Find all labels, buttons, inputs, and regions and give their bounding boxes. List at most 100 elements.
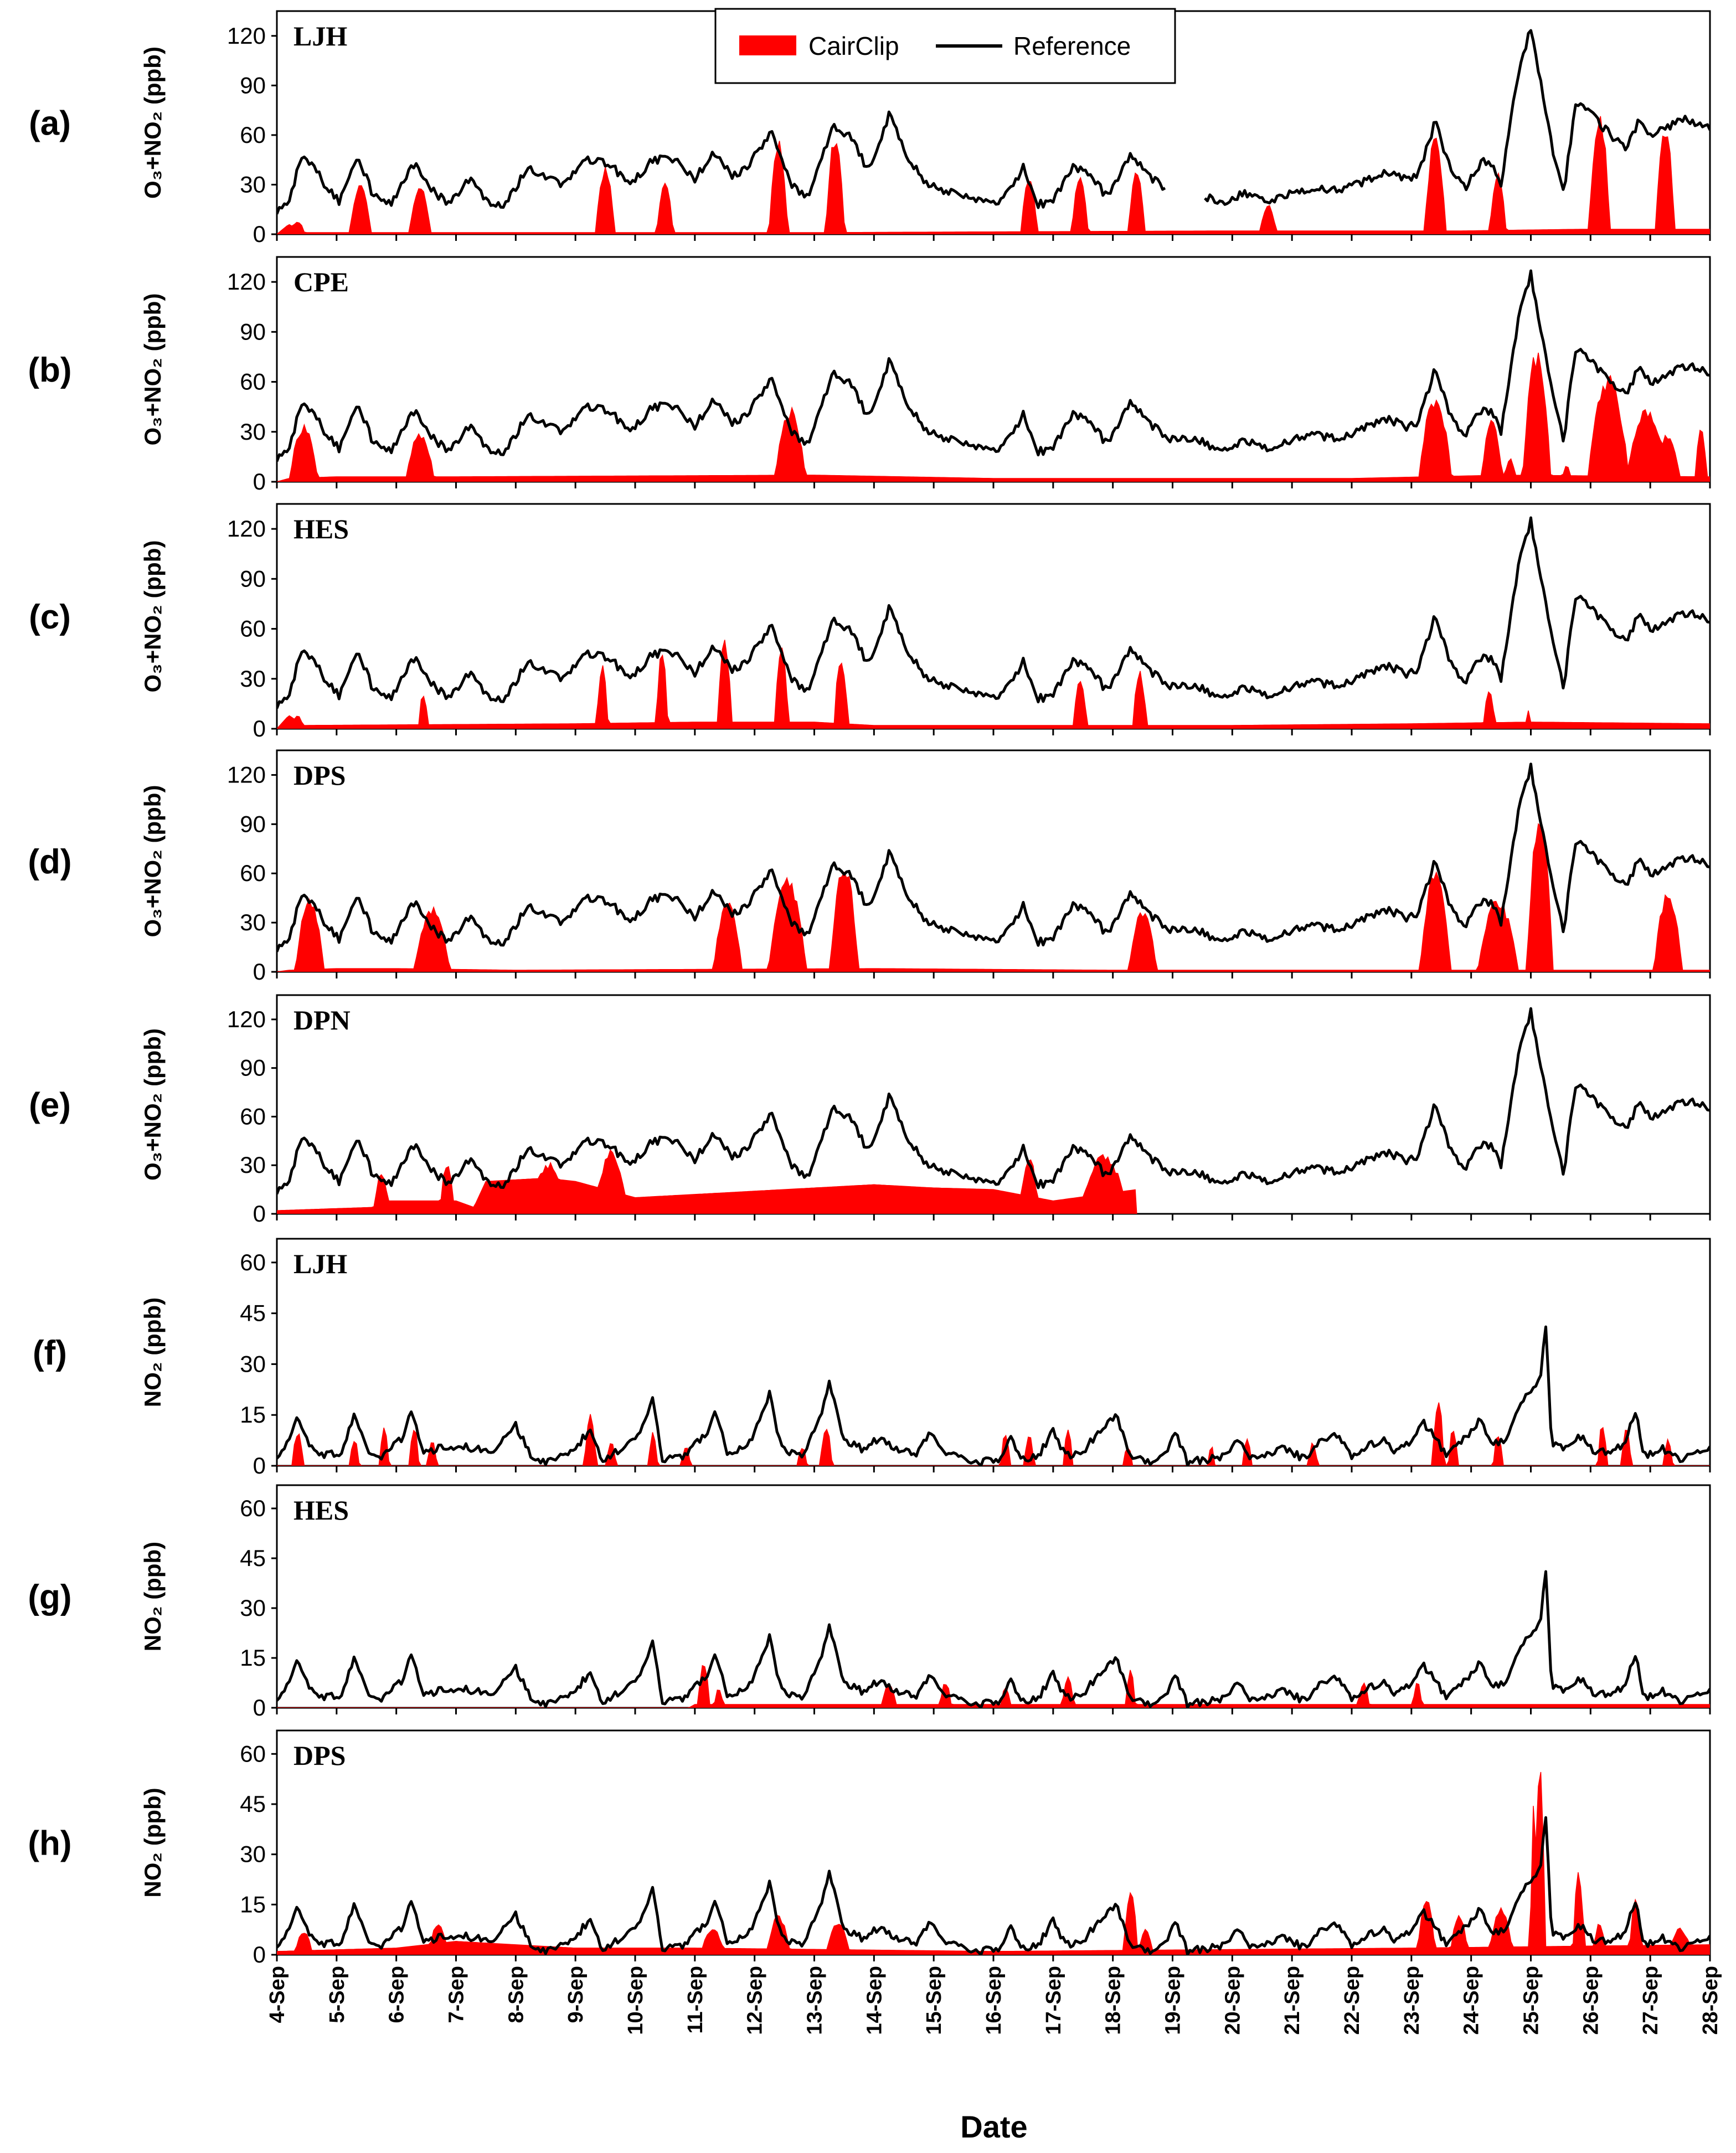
y-tick-label-d-90: 90 bbox=[240, 811, 266, 837]
y-tick-label-e-60: 60 bbox=[240, 1103, 266, 1129]
panel-letter-g: (g) bbox=[28, 1578, 71, 1616]
site-label-h: DPS bbox=[293, 1740, 346, 1771]
panel-letter-d: (d) bbox=[28, 843, 71, 881]
site-label-g: HES bbox=[293, 1495, 349, 1526]
site-label-e: DPN bbox=[293, 1005, 351, 1036]
y-tick-label-g-60: 60 bbox=[240, 1495, 266, 1521]
cairclip-series-b bbox=[277, 352, 1710, 482]
y-tick-label-g-30: 30 bbox=[240, 1595, 266, 1621]
x-tick-label-15: 19-Sep bbox=[1162, 1966, 1185, 2035]
y-tick-label-f-0: 0 bbox=[253, 1452, 266, 1479]
y-axis-label-f: NO₂ (ppb) bbox=[140, 1297, 166, 1407]
y-tick-label-h-15: 15 bbox=[240, 1891, 266, 1917]
x-tick-label-8: 12-Sep bbox=[744, 1966, 767, 2035]
y-tick-label-b-60: 60 bbox=[240, 369, 266, 395]
x-tick-label-4: 8-Sep bbox=[504, 1966, 528, 2023]
x-axis-title: Date bbox=[960, 2109, 1027, 2144]
y-tick-label-a-30: 30 bbox=[240, 171, 266, 197]
y-tick-label-b-90: 90 bbox=[240, 318, 266, 344]
panel-b: 0 30 60 90 120 CPE (b) O₃+NO₂ (ppb) bbox=[28, 256, 1711, 495]
cairclip-series-g bbox=[277, 1665, 1710, 1708]
x-tick-label-24: 28-Sep bbox=[1699, 1966, 1722, 2035]
y-tick-label-a-60: 60 bbox=[240, 122, 266, 148]
panel-f: 0 15 30 45 60 LJH (f) NO₂ (ppb) bbox=[33, 1238, 1711, 1479]
reference-series-c bbox=[277, 516, 1710, 709]
x-tick-label-21: 25-Sep bbox=[1520, 1966, 1543, 2035]
y-tick-label-h-0: 0 bbox=[253, 1941, 266, 1967]
y-axis-label-d: O₃+NO₂ (ppb) bbox=[140, 785, 166, 938]
x-tick-label-14: 18-Sep bbox=[1102, 1966, 1125, 2035]
panel-a: 0 30 60 90 120 LJH (a) O₃+NO₂ (ppb) bbox=[29, 10, 1711, 247]
cairclip-series-e bbox=[277, 1149, 1137, 1214]
x-tick-label-20: 24-Sep bbox=[1460, 1966, 1483, 2035]
y-tick-label-a-0: 0 bbox=[253, 221, 266, 247]
y-tick-label-c-60: 60 bbox=[240, 616, 266, 642]
y-tick-label-d-30: 30 bbox=[240, 909, 266, 935]
panel-letter-a: (a) bbox=[29, 105, 71, 143]
y-tick-label-e-90: 90 bbox=[240, 1055, 266, 1081]
x-tick-label-7: 11-Sep bbox=[684, 1966, 707, 2034]
site-label-b: CPE bbox=[293, 266, 349, 297]
x-tick-label-19: 23-Sep bbox=[1400, 1966, 1424, 2035]
y-axis-label-b: O₃+NO₂ (ppb) bbox=[140, 293, 166, 446]
y-tick-label-b-120: 120 bbox=[227, 269, 266, 295]
legend-label-reference: Reference bbox=[1013, 32, 1131, 60]
y-tick-label-a-90: 90 bbox=[240, 72, 266, 98]
x-tick-label-9: 13-Sep bbox=[803, 1966, 827, 2035]
y-tick-label-e-0: 0 bbox=[253, 1201, 266, 1227]
x-tick-label-1: 5-Sep bbox=[326, 1966, 349, 2023]
x-tick-label-2: 6-Sep bbox=[385, 1966, 409, 2023]
x-tick-label-12: 16-Sep bbox=[982, 1966, 1006, 2035]
panel-h: 0 15 30 45 60 DPS (h) NO₂ (ppb) bbox=[28, 1729, 1711, 1967]
y-tick-label-c-120: 120 bbox=[227, 516, 266, 542]
reference-series-e bbox=[277, 1007, 1710, 1194]
y-tick-label-f-30: 30 bbox=[240, 1351, 266, 1377]
panel-c: 0 30 60 90 120 HES (c) O₃+NO₂ (ppb) bbox=[29, 503, 1711, 741]
y-axis-label-e: O₃+NO₂ (ppb) bbox=[140, 1028, 166, 1181]
y-tick-label-g-15: 15 bbox=[240, 1645, 266, 1671]
x-tick-label-11: 15-Sep bbox=[923, 1966, 946, 2035]
y-tick-label-a-120: 120 bbox=[227, 23, 266, 49]
x-tick-label-22: 26-Sep bbox=[1579, 1966, 1603, 2035]
y-tick-label-h-30: 30 bbox=[240, 1841, 266, 1867]
y-tick-label-f-60: 60 bbox=[240, 1249, 266, 1275]
y-tick-label-e-120: 120 bbox=[227, 1006, 266, 1032]
x-tick-label-23: 27-Sep bbox=[1639, 1966, 1662, 2035]
y-tick-label-d-0: 0 bbox=[253, 959, 266, 985]
panel-e: 0 30 60 90 120 DPN (e) O₃+NO₂ (ppb) bbox=[29, 994, 1711, 1227]
panel-letter-f: (f) bbox=[33, 1334, 67, 1372]
site-label-c: HES bbox=[293, 513, 349, 544]
panel-letter-e: (e) bbox=[29, 1086, 71, 1125]
legend-label-cairclip: CairClip bbox=[808, 32, 899, 60]
y-tick-label-f-45: 45 bbox=[240, 1300, 266, 1326]
y-tick-label-h-45: 45 bbox=[240, 1791, 266, 1817]
x-tick-label-0: 4-Sep bbox=[266, 1966, 289, 2023]
x-tick-label-10: 14-Sep bbox=[863, 1966, 886, 2035]
x-tick-label-6: 10-Sep bbox=[624, 1966, 647, 2035]
y-tick-label-c-30: 30 bbox=[240, 666, 266, 692]
reference-series-b bbox=[277, 269, 1710, 462]
reference-series-f bbox=[277, 1325, 1710, 1466]
legend: CairClip Reference bbox=[714, 8, 1176, 84]
site-label-d: DPS bbox=[293, 760, 346, 791]
y-tick-label-f-15: 15 bbox=[240, 1402, 266, 1428]
cairclip-series-c bbox=[277, 640, 1710, 729]
y-tick-label-d-60: 60 bbox=[240, 860, 266, 886]
y-tick-label-h-60: 60 bbox=[240, 1740, 266, 1766]
reference-series-h bbox=[277, 1816, 1710, 1955]
reference-series-g bbox=[277, 1570, 1710, 1708]
panel-letter-b: (b) bbox=[28, 351, 71, 389]
x-tick-label-18: 22-Sep bbox=[1341, 1966, 1364, 2035]
x-tick-label-5: 9-Sep bbox=[564, 1966, 588, 2023]
y-axis-label-a: O₃+NO₂ (ppb) bbox=[140, 47, 166, 199]
y-tick-label-g-0: 0 bbox=[253, 1694, 266, 1721]
panel-letter-h: (h) bbox=[28, 1825, 71, 1863]
site-label-f: LJH bbox=[293, 1248, 347, 1279]
y-tick-label-d-120: 120 bbox=[227, 761, 266, 787]
y-tick-label-c-90: 90 bbox=[240, 565, 266, 591]
x-tick-label-13: 17-Sep bbox=[1042, 1966, 1065, 2035]
y-tick-label-c-0: 0 bbox=[253, 715, 266, 741]
y-tick-label-g-45: 45 bbox=[240, 1545, 266, 1571]
y-tick-label-e-30: 30 bbox=[240, 1152, 266, 1178]
